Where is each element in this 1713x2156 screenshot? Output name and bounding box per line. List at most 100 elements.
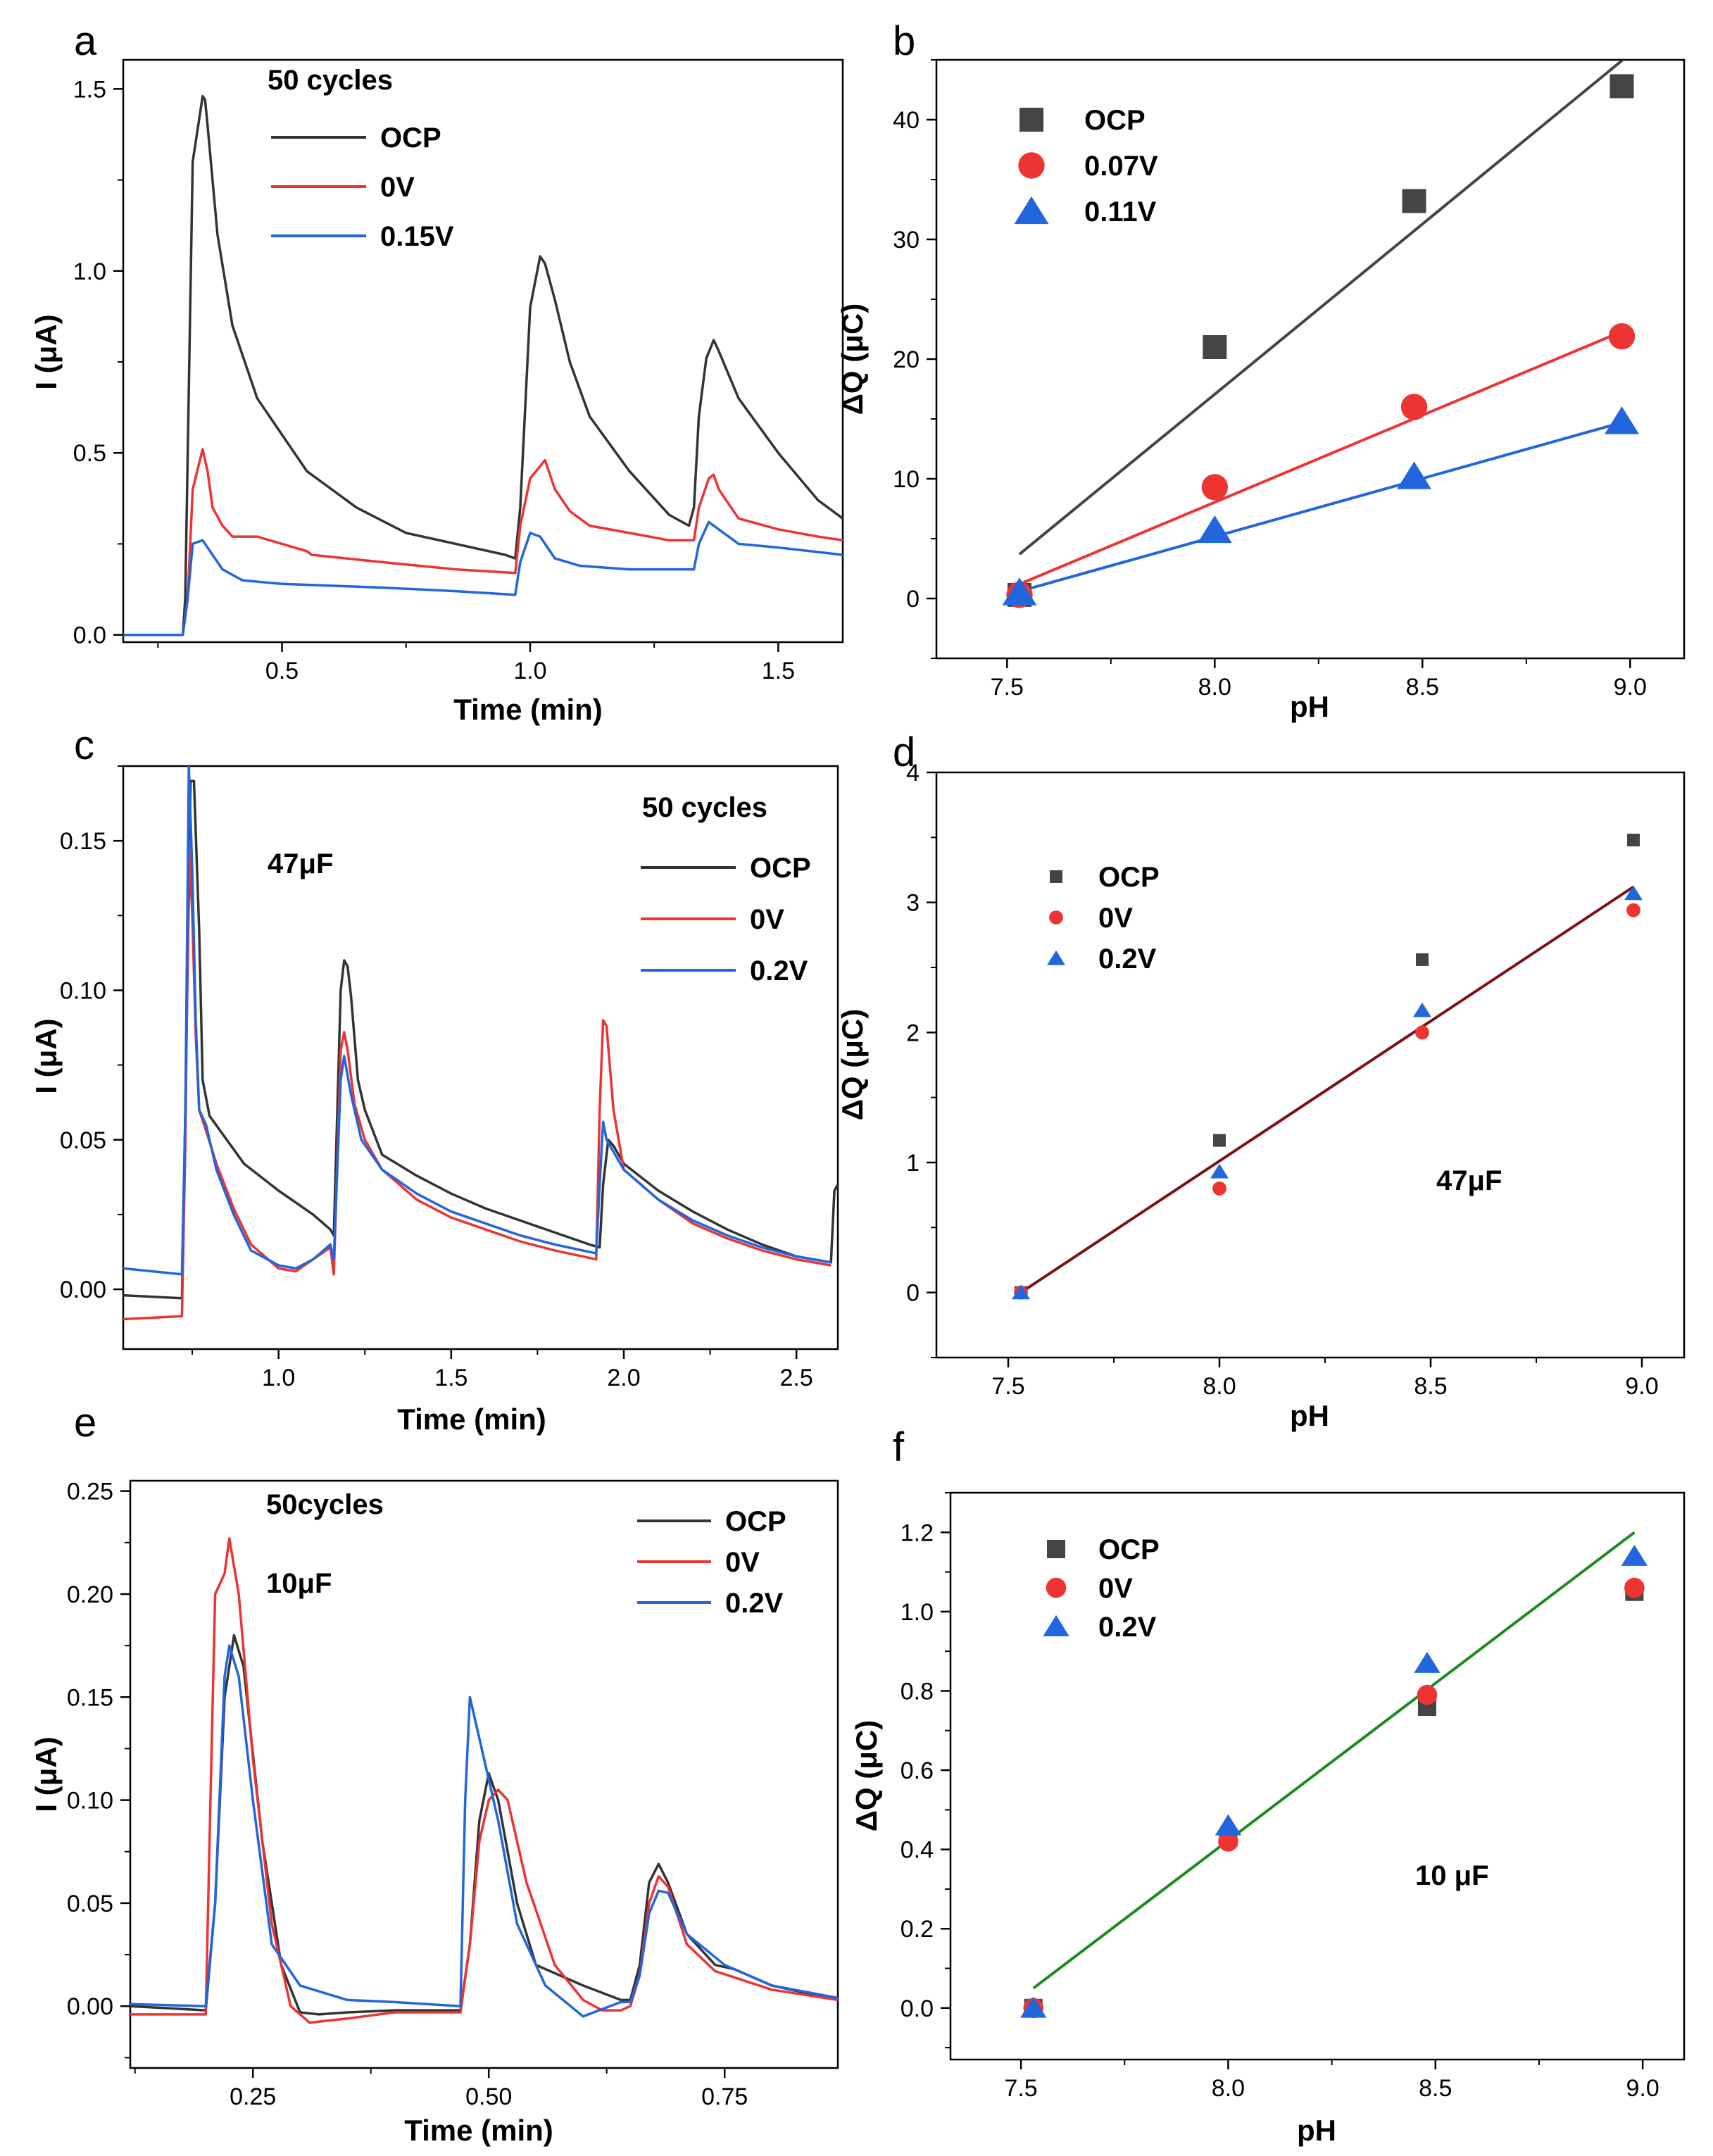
legend-label: 0V: [1098, 1573, 1133, 1604]
series-line-0V: [123, 448, 843, 637]
y-tick-label: 0.0: [901, 1995, 934, 2022]
legend-label: OCP: [1084, 105, 1146, 136]
x-tick-label: 0.50: [465, 2083, 512, 2110]
y-tick-label: 3: [906, 890, 920, 917]
fit-line: [1032, 1531, 1636, 1990]
data-point-0.2V: [1624, 885, 1643, 901]
legend-marker-0V: [1049, 910, 1063, 925]
series-line-OCP: [123, 779, 838, 1300]
data-point-0.11V: [1197, 515, 1232, 544]
y-axis-title: ΔQ (μC): [850, 1720, 883, 1832]
y-tick-label: 2: [906, 1020, 920, 1046]
y-axis-title: I (μA): [30, 314, 63, 389]
panel-d: d 7.5 8.0 8.5 9.0 0 1 2 3 4 pH ΔQ (μC) OCP 0V 0.2V 47μF: [836, 729, 1686, 1432]
y-tick-label: 0.8: [901, 1678, 934, 1705]
y-axis-title: I (μA): [30, 1736, 63, 1812]
plot-frame: [129, 1479, 839, 2069]
x-tick-label: 0.75: [701, 2083, 748, 2110]
data-point-0.2V: [1414, 1651, 1441, 1673]
annotation: 50 cycles: [268, 65, 393, 96]
y-axis-title: I (μA): [30, 1018, 63, 1093]
x-axis-title: Time (min): [397, 1403, 546, 1436]
legend-label: OCP: [725, 1506, 786, 1537]
x-tick-label: 7.5: [991, 1373, 1024, 1400]
legend-marker-0.07V: [1018, 152, 1045, 179]
plot-area: [130, 1537, 838, 2024]
legend-marker-0V: [1046, 1577, 1067, 1598]
legend-label: 0.2V: [725, 1588, 784, 1619]
data-point-0V: [1417, 1684, 1438, 1705]
panel-label: a: [74, 18, 97, 64]
data-point-0.2V: [1621, 1544, 1648, 1566]
plot-area: [1012, 834, 1643, 1300]
fit-line-OCP: [1018, 60, 1626, 556]
y-tick-label: 0.10: [60, 977, 106, 1004]
y-tick-label: 0.4: [901, 1837, 934, 1864]
plot-frame: [122, 765, 839, 1350]
data-point-0V: [1626, 903, 1640, 917]
plot-frame: [935, 771, 1686, 1359]
data-point-0V: [1212, 1182, 1226, 1196]
x-tick-label: 8.0: [1198, 674, 1231, 701]
panel-label: b: [893, 18, 915, 64]
legend-marker-OCP: [1050, 870, 1062, 883]
x-tick-label: 2.0: [607, 1365, 640, 1391]
data-point-0.2V: [1215, 1814, 1242, 1836]
y-tick-label: 20: [893, 346, 920, 373]
legend: OCP 0V 0.2V: [637, 1506, 786, 1619]
series-line-OCP: [130, 1634, 838, 2016]
legend-marker-OCP: [1047, 1540, 1065, 1558]
legend: OCP 0V 0.15V: [271, 123, 454, 252]
y-tick-label: 0.5: [73, 440, 106, 467]
legend-label: 0V: [1098, 903, 1133, 934]
legend-label: 0.07V: [1084, 151, 1158, 182]
y-tick-label: 0.00: [60, 1277, 106, 1303]
data-point-OCP: [1203, 335, 1227, 359]
series-line-0.2V: [130, 1644, 838, 2018]
x-axis-title: Time (min): [453, 693, 603, 726]
annotation: 47μF: [1436, 1165, 1502, 1196]
data-point-0.11V: [1397, 461, 1431, 489]
data-point-OCP: [1416, 953, 1429, 966]
legend-label: 0.2V: [1098, 944, 1157, 974]
legend-marker-0.2V: [1043, 1615, 1069, 1636]
x-axis-title: pH: [1290, 1399, 1329, 1432]
y-tick-label: 0.15: [60, 828, 106, 855]
y-tick-label: 40: [893, 107, 920, 134]
plot-frame: [122, 58, 844, 644]
legend: OCP 0V 0.2V: [641, 853, 811, 986]
legend-marker-0.2V: [1047, 950, 1065, 965]
x-tick-label: 8.5: [1414, 1373, 1447, 1400]
legend-marker-0.11V: [1014, 196, 1049, 225]
legend: OCP 0V 0.2V: [1047, 862, 1160, 974]
y-tick-label: 1.0: [901, 1599, 934, 1626]
data-point-OCP: [1213, 1134, 1226, 1147]
y-tick-label: 10: [893, 466, 920, 493]
plot-area: [1020, 1531, 1648, 2019]
y-axis-title: ΔQ (μC): [836, 303, 869, 415]
panel-label: e: [74, 1400, 96, 1446]
legend-label: OCP: [380, 123, 441, 153]
x-tick-label: 8.5: [1419, 2075, 1452, 2102]
data-point-0V: [1624, 1577, 1645, 1598]
panel-label: f: [893, 1424, 905, 1470]
legend-label: OCP: [750, 853, 811, 884]
y-tick-label: 0.00: [67, 1993, 113, 2020]
annotation: 10μF: [266, 1568, 332, 1599]
y-tick-label: 0.0: [73, 622, 106, 649]
data-point-OCP: [1610, 74, 1634, 99]
data-point-0V: [1415, 1025, 1429, 1040]
panel-a: a 0.5 1.0 1.5 0.0 0.5 1.0 1.5 Time (min) I (μA) OC…: [30, 18, 844, 726]
y-tick-label: 4: [906, 760, 920, 786]
data-point-0.07V: [1400, 394, 1428, 420]
legend-label: 0V: [380, 172, 415, 203]
data-point-0.2V: [1020, 1996, 1047, 2018]
data-point-0.07V: [1608, 323, 1636, 350]
panel-label: d: [893, 729, 915, 775]
data-point-0.11V: [1605, 406, 1639, 434]
legend-label: 0.15V: [380, 221, 454, 252]
data-point-OCP: [1402, 189, 1426, 213]
y-tick-label: 0.05: [67, 1891, 113, 1917]
x-axis-title: pH: [1290, 690, 1329, 723]
x-tick-label: 9.0: [1614, 674, 1647, 701]
